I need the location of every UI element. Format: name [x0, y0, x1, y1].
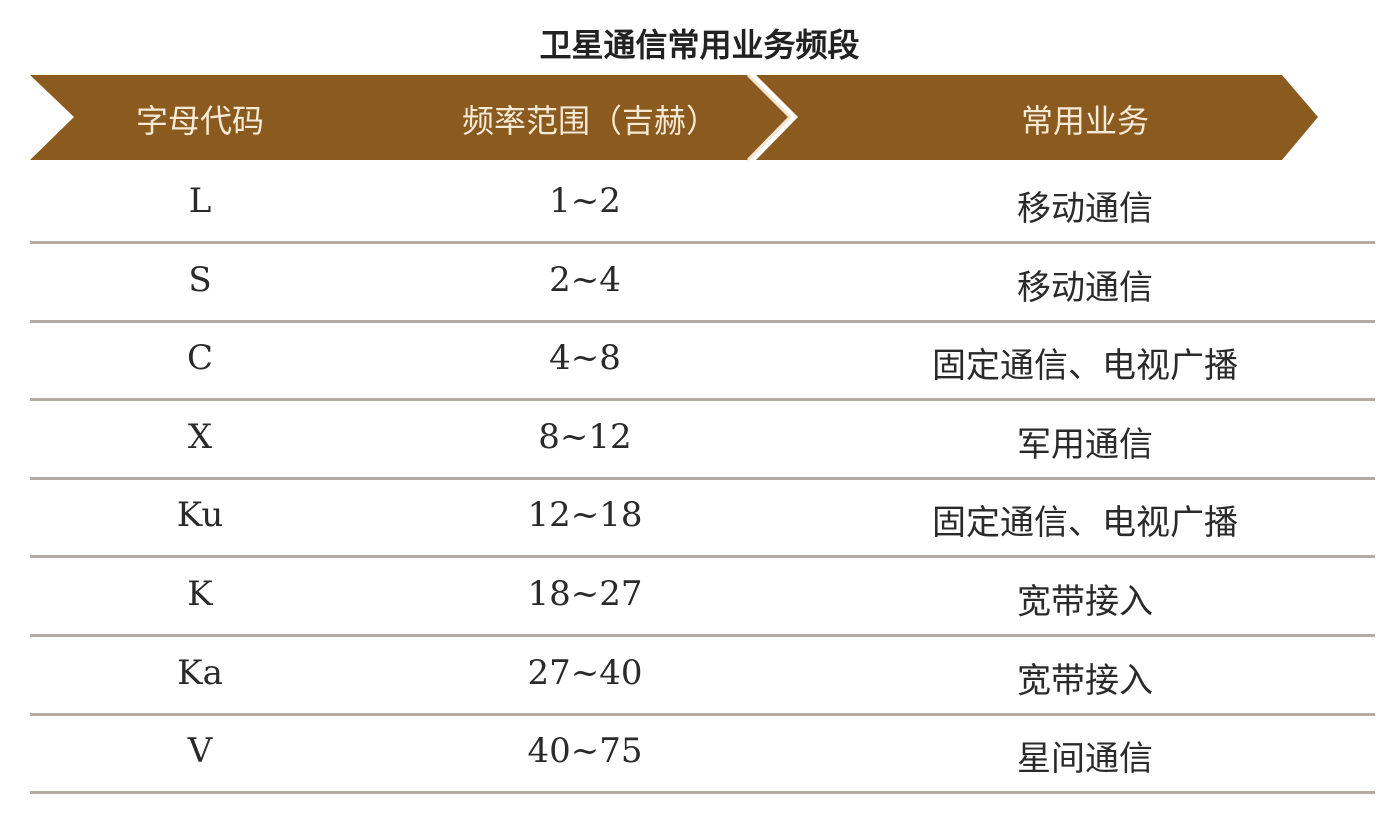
- service-type: 固定通信、电视广播: [932, 503, 1238, 544]
- band-code: Ku: [176, 495, 224, 536]
- frequency-range: 12~18: [527, 495, 643, 536]
- column-header-range: 频率范围（吉赫）: [461, 102, 719, 140]
- column-header-service: 常用业务: [1020, 102, 1150, 140]
- table-row: S 2~4 移动通信: [30, 242, 1375, 323]
- header-chevron-divider: [746, 73, 793, 162]
- service-type: 宽带接入: [1017, 582, 1153, 622]
- band-code: S: [188, 259, 212, 300]
- band-code: Ka: [177, 652, 223, 693]
- table-row: Ka 27~40 宽带接入: [30, 635, 1375, 716]
- header-banner: [30, 73, 1318, 162]
- service-type: 军用通信: [1017, 424, 1153, 465]
- frequency-range: 1~2: [549, 181, 621, 221]
- frequency-range: 27~40: [527, 652, 643, 693]
- band-code: L: [188, 181, 212, 221]
- service-type: 宽带接入: [1017, 660, 1153, 701]
- band-code: V: [187, 731, 213, 772]
- frequency-range: 8~12: [538, 416, 632, 457]
- table-row: V 40~75 星间通信: [30, 713, 1375, 795]
- frequency-range: 4~8: [549, 338, 621, 379]
- table-row: K 18~27 宽带接入: [30, 556, 1375, 637]
- service-type: 移动通信: [1017, 189, 1153, 229]
- table-row: C 4~8 固定通信、电视广播: [30, 320, 1375, 402]
- table-row: Ku 12~18 固定通信、电视广播: [30, 477, 1375, 559]
- service-type: 星间通信: [1017, 739, 1153, 780]
- service-type: 移动通信: [1017, 267, 1153, 308]
- header-segment-left: [30, 75, 790, 160]
- frequency-range: 18~27: [527, 574, 643, 614]
- header-segment-right-body: [756, 75, 1318, 160]
- band-code: K: [187, 574, 213, 614]
- table-row: L 1~2 移动通信: [30, 163, 1375, 244]
- band-code: X: [187, 416, 213, 457]
- frequency-range: 40~75: [527, 731, 643, 772]
- service-type: 固定通信、电视广播: [932, 346, 1238, 387]
- column-header-code: 字母代码: [135, 102, 265, 140]
- band-code: C: [186, 338, 214, 379]
- table-title: 卫星通信常用业务频段: [539, 26, 860, 64]
- frequency-range: 2~4: [549, 259, 621, 300]
- table-row: X 8~12 军用通信: [30, 399, 1375, 480]
